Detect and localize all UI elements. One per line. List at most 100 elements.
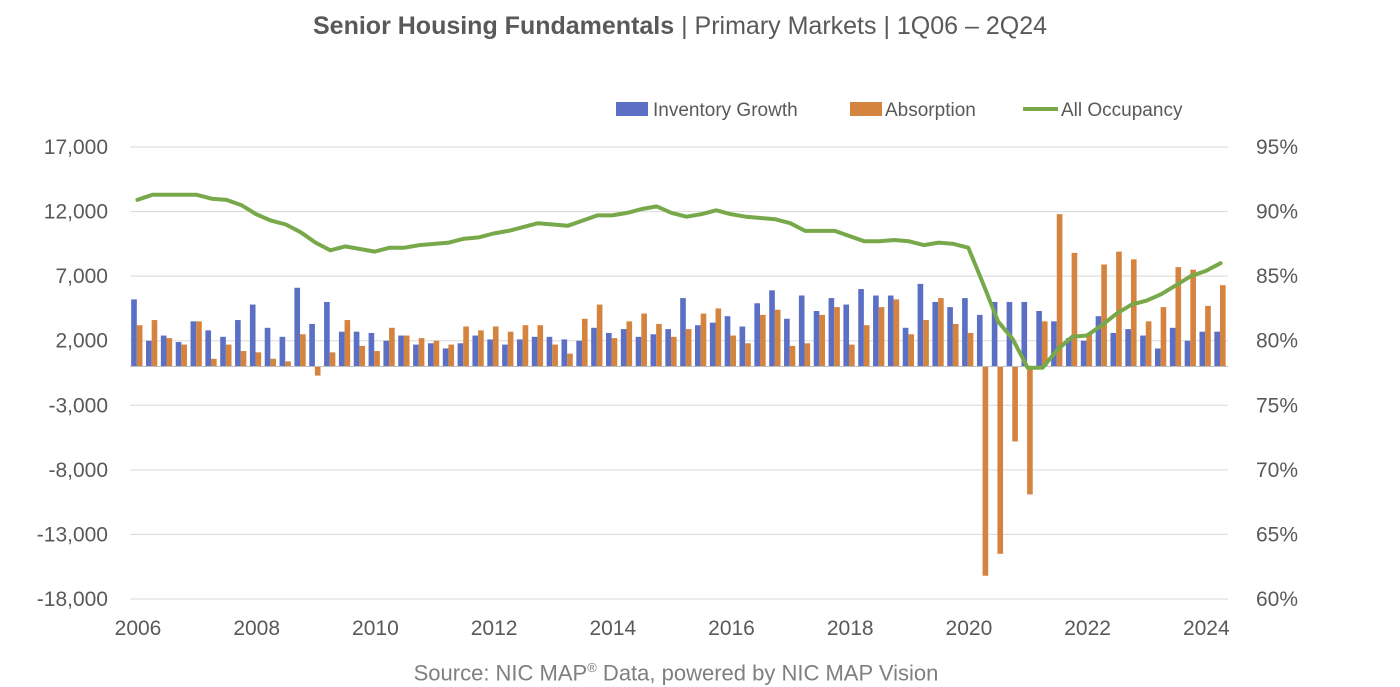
absorption-bar [389,327,395,367]
inventory-growth-bars [131,283,1220,367]
right-tick-label: 80% [1256,330,1298,353]
inventory-growth-bar [1184,340,1191,367]
registered-mark: ® [587,660,597,675]
left-tick-label: 7,000 [55,265,108,288]
inventory-growth-bar [175,342,182,367]
inventory-growth-bar [591,327,597,367]
x-tick-label: 2006 [115,617,162,640]
x-tick-label: 2010 [352,617,399,640]
legend: Inventory Growth Absorption All Occupancy [616,100,1183,121]
inventory-growth-bar [650,334,657,367]
absorption-bar [670,336,677,367]
absorption-bar [819,314,826,367]
left-tick-label: 12,000 [44,201,108,224]
absorption-bar [656,323,662,367]
inventory-growth-bar [205,330,212,367]
inventory-growth-bar [309,323,315,367]
absorption-bar [1130,259,1137,367]
inventory-growth-bar [858,289,864,367]
absorption-bar [255,352,262,367]
absorption-bar [329,352,336,367]
chart-title: Senior Housing Fundamentals | Primary Ma… [0,12,1360,41]
inventory-growth-bar [1110,332,1117,367]
absorption-bar [774,309,781,367]
absorption-bar [967,332,974,367]
absorption-bar [1041,321,1048,367]
right-tick-label: 90% [1256,201,1298,224]
absorption-bar [1056,214,1063,367]
inventory-growth-bar [1169,327,1176,367]
absorption-bar [1027,366,1033,495]
inventory-growth-bar [902,327,909,367]
right-tick-label: 65% [1256,523,1298,546]
inventory-growth-bar [1199,331,1206,367]
absorption-bar [1175,267,1182,367]
x-tick-label: 2024 [1183,617,1230,640]
left-tick-label: -18,000 [37,588,108,611]
inventory-growth-bar [932,301,939,367]
absorption-bar [448,344,455,367]
absorption-bar [804,343,811,367]
inventory-growth-bar [665,329,671,367]
absorption-bar [849,344,855,367]
absorption-bar [611,338,618,367]
absorption-bar [878,307,885,367]
inventory-growth-bar [828,298,835,367]
inventory-growth-bar [917,283,924,367]
inventory-growth-bar [1214,331,1220,367]
left-tick-label: 2,000 [55,330,108,353]
absorption-bar [745,343,751,367]
absorption-bar [908,334,915,367]
inventory-growth-bar [576,340,582,367]
absorption-bar [596,304,603,367]
inventory-growth-bar [769,290,775,367]
absorption-bar [834,307,840,367]
absorption-bar [1101,264,1107,367]
source-note: Source: NIC MAP® Data, powered by NIC MA… [0,660,1352,686]
right-axis: 95% 90% 85% 80% 75% 70% 65% 60% [1256,136,1298,611]
absorption-bar [1219,285,1226,367]
absorption-bar [418,338,425,367]
inventory-growth-bar [249,304,256,367]
right-tick-label: 70% [1256,459,1298,482]
legend-swatch-inventory [616,102,648,116]
absorption-bar [789,345,796,367]
inventory-growth-bar [383,340,390,367]
absorption-bar [1086,334,1093,367]
inventory-growth-bar [502,344,508,367]
absorption-bar [1205,305,1211,367]
right-tick-label: 75% [1256,394,1298,417]
absorption-bar [760,314,766,367]
right-tick-label: 60% [1256,588,1298,611]
x-tick-label: 2016 [708,617,755,640]
inventory-growth-bar [190,321,197,367]
legend-label-absorption: Absorption [885,100,976,121]
inventory-growth-bar [798,295,805,367]
left-tick-label: -8,000 [48,459,108,482]
chart-title-bold: Senior Housing Fundamentals [313,12,675,40]
inventory-growth-bar [1036,311,1042,367]
absorption-bar [225,344,232,367]
inventory-growth-bar [516,339,523,367]
absorption-bar [581,318,588,367]
absorption-bar [715,308,722,367]
inventory-growth-bar [398,335,404,367]
absorption-bar [166,338,173,367]
absorption-bar [952,323,959,367]
absorption-bar [300,334,306,367]
absorption-bar [1190,269,1196,367]
inventory-growth-bar [1140,335,1146,367]
inventory-growth-bar [338,331,345,367]
inventory-growth-bar [457,343,464,367]
occupancy-line [135,192,1223,370]
inventory-growth-bar [353,331,360,367]
absorption-bar [626,321,633,367]
inventory-growth-bar [427,343,434,367]
left-tick-label: -13,000 [37,523,108,546]
absorption-bar [196,321,202,367]
absorption-bar [982,366,989,576]
right-tick-label: 95% [1256,136,1298,159]
absorption-bar [863,325,870,367]
inventory-growth-bar [324,301,330,367]
